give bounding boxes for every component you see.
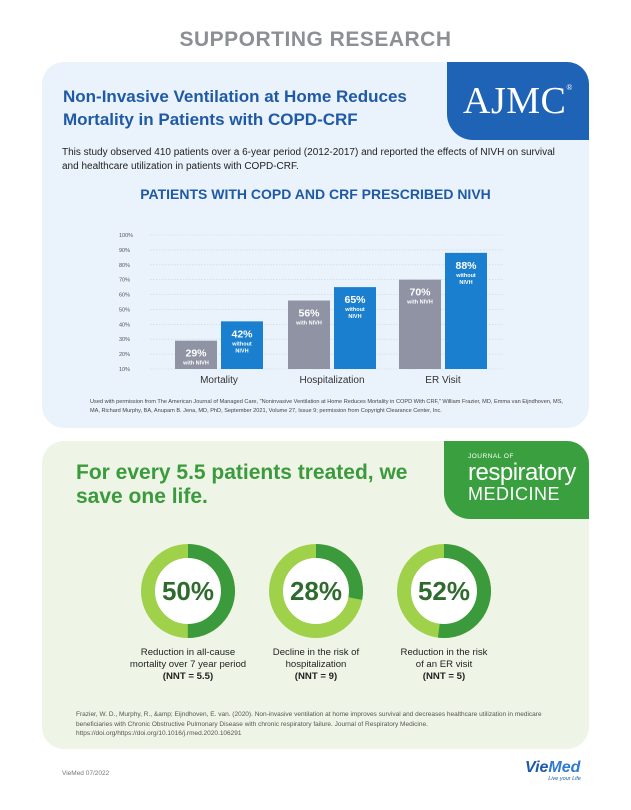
bar-sub-label: with NIVH [182,361,209,367]
donut-mortality: 50% [140,543,236,639]
x-category-label: Hospitalization [299,375,364,386]
y-tick-label: 50% [119,307,130,313]
donut-value: 28% [289,575,343,606]
jrm-logo-line1: JOURNAL OF [468,453,514,460]
bar-sub-label: NIVH [459,280,472,286]
y-tick-label: 20% [119,352,130,358]
y-tick-label: 70% [119,278,130,284]
bar-value-label: 42% [231,328,253,340]
bar-value-label: 56% [298,308,320,320]
x-category-label: Mortality [200,375,238,386]
y-tick-label: 10% [119,367,130,373]
y-tick-label: 40% [119,322,130,328]
x-category-label: ER Visit [425,375,461,386]
bar-value-label: 70% [409,287,431,299]
bar-without-nivh [445,252,487,369]
caption-nnt: (NNT = 5) [422,671,466,682]
bar-value-label: 65% [344,294,366,306]
jrm-study-card: JOURNAL OF respiratory MEDICINE For ever… [42,441,589,749]
bar-value-label: 88% [455,260,477,272]
bar-sub-label: without [455,273,476,279]
bar-value-label: 29% [185,348,207,360]
y-tick-label: 80% [119,263,130,269]
bar-sub-label: without [231,341,252,347]
permission-note: Used with permission from The American J… [90,399,563,414]
caption-line2: mortality over 7 year period [129,659,247,670]
bar-without-nivh [334,287,376,369]
viemed-tagline: Live your Life [548,776,581,782]
citation: Frazier, W. D., Murphy, R., &amp; Eijndh… [76,711,542,737]
caption-line2: hospitalization [285,659,347,670]
y-tick-label: 30% [119,337,130,343]
bar-with-nivh [288,300,330,369]
caption-nnt: (NNT = 9) [294,671,338,682]
donut-hospitalization: 28% [268,543,364,639]
y-tick-label: 60% [119,293,130,299]
bar-sub-label: NIVH [348,314,361,320]
bar-with-nivh [175,340,217,369]
bar-sub-label: with NIVH [406,300,433,306]
donut-value: 52% [417,575,471,606]
y-tick-label: 90% [119,248,130,254]
caption-line2: of an ER visit [415,659,473,670]
bar-without-nivh [221,321,263,369]
ajmc-logo: AJMC® [447,62,589,140]
donut-arc [269,544,363,638]
footer-date: VieMed 07/2022 [62,770,110,777]
donut-caption-er-visit: Reduction in the risk of an ER visit (NN… [374,647,514,683]
viemed-logo-name: VieMed [525,759,581,776]
caption-line1: Decline in the risk of [272,647,360,658]
donut-caption-mortality: Reduction in all-cause mortality over 7 … [118,647,258,683]
viemed-logo: VieMed Live your Life [525,760,585,794]
bar-chart: 10%20%30%40%50%60%70%80%90%100%29%with N… [119,233,504,386]
header-title: SUPPORTING RESEARCH [179,28,452,51]
donut-arc [141,544,235,638]
caption-line1: Reduction in all-cause [140,647,236,658]
study-description: This study observed 410 patients over a … [62,147,555,172]
jrm-logo: JOURNAL OF respiratory MEDICINE [444,441,589,519]
donut-arc [397,544,491,638]
ajmc-study-card: AJMC® Non-Invasive Ventilation at Home R… [42,62,589,428]
jrm-logo-line2: respiratory [468,459,576,486]
donut-value: 50% [161,575,215,606]
donut-er-visit: 52% [396,543,492,639]
study-title: Non-Invasive Ventilation at Home Reduces… [63,87,407,129]
lives-saved-headline: For every 5.5 patients treated, we save … [76,461,408,508]
jrm-logo-line3: MEDICINE [468,484,561,504]
bar-with-nivh [399,279,441,369]
bar-sub-label: without [344,307,365,313]
bar-sub-label: with NIVH [295,321,322,327]
bar-sub-label: NIVH [235,348,248,354]
y-tick-label: 100% [119,233,133,239]
chart-heading: PATIENTS WITH COPD AND CRF PRESCRIBED NI… [140,186,491,202]
caption-nnt: (NNT = 5.5) [162,671,214,682]
caption-line1: Reduction in the risk [400,647,488,658]
donut-caption-hospitalization: Decline in the risk of hospitalization (… [246,647,386,683]
ajmc-logo-text: AJMC® [463,80,573,122]
